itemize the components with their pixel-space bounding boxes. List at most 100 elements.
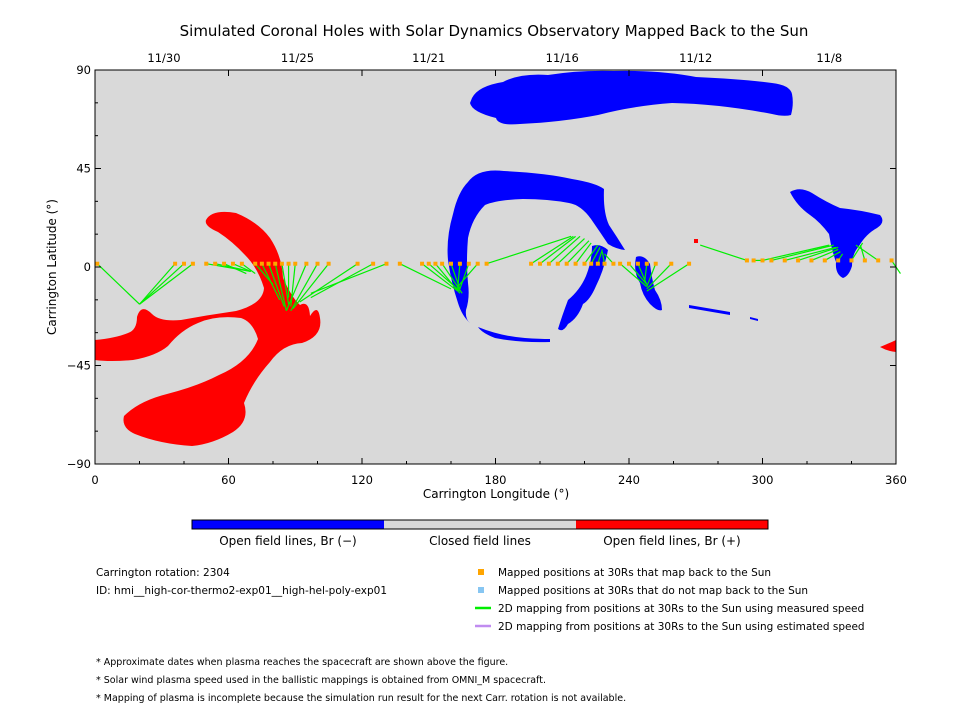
- colorbar-negative: [192, 520, 384, 529]
- legend-mapped-text: Mapped positions at 30Rs that map back t…: [498, 567, 771, 579]
- colorbar: Open field lines, Br (−) Closed field li…: [191, 519, 769, 548]
- mapping-line: [575, 242, 592, 265]
- mapped-position-point: [849, 258, 854, 263]
- x-tick-label: 0: [91, 473, 98, 487]
- mapping-line: [646, 263, 672, 290]
- mapping-line: [399, 263, 452, 290]
- mapped-position-point: [440, 261, 445, 266]
- top-date-label: 11/8: [816, 51, 842, 65]
- mapped-position-point: [687, 261, 692, 266]
- positive-coronal-hole-main: [95, 211, 321, 446]
- mapped-position-point: [769, 258, 774, 263]
- note-dates: * Approximate dates when plasma reaches …: [96, 657, 508, 668]
- mapping-line: [421, 263, 459, 292]
- mapped-position-point: [862, 258, 867, 263]
- mapping-line: [619, 263, 648, 288]
- mapping-line: [530, 235, 574, 265]
- mapped-position-point: [809, 258, 814, 263]
- mapped-position-point: [182, 261, 186, 266]
- mapped-position-point: [751, 258, 756, 263]
- measured-speed-mapping-lines: [96, 235, 901, 312]
- mapped-position-point: [273, 261, 278, 266]
- mapping-line: [486, 235, 572, 265]
- mapped-position-point: [371, 261, 376, 266]
- mapping-line: [590, 247, 601, 265]
- legend-unmapped-text: Mapped positions at 30Rs that do not map…: [498, 585, 808, 597]
- mapped-position-point: [457, 261, 462, 266]
- legend-estimated-text: 2D mapping from positions at 30Rs to the…: [498, 621, 865, 633]
- note-speed: * Solar wind plasma speed used in the ba…: [96, 675, 546, 686]
- mapping-line: [139, 263, 176, 305]
- mapping-line: [139, 263, 185, 305]
- mapping-line: [539, 235, 576, 265]
- mapping-line: [261, 263, 281, 301]
- mapping-line: [223, 263, 247, 275]
- mapped-position-point: [449, 261, 453, 266]
- mapping-line: [299, 263, 358, 303]
- x-tick-label: 300: [752, 473, 774, 487]
- mapped-position-point: [259, 261, 264, 266]
- negative-open-field-regions: [447, 70, 883, 343]
- colorbar-closed: [384, 520, 576, 529]
- mapped-position-point: [744, 258, 749, 263]
- mapped-position-point: [595, 261, 600, 266]
- y-tick-label: 45: [76, 162, 91, 176]
- x-tick-label: 120: [351, 473, 373, 487]
- mapped-position-point: [546, 261, 551, 266]
- negative-speck-1: [478, 327, 550, 343]
- mapped-position-point: [876, 258, 881, 263]
- y-tick-label: −45: [67, 359, 91, 373]
- mapped-position-point: [213, 261, 218, 266]
- mapped-position-point: [304, 261, 309, 266]
- mapping-line: [457, 263, 479, 288]
- mapped-position-point: [326, 261, 331, 266]
- mapped-position-point: [889, 258, 894, 263]
- mapped-position-point: [484, 261, 489, 266]
- top-date-axis: 11/30 11/25 11/21 11/16 11/12 11/8: [147, 51, 842, 65]
- mapped-position-point: [230, 261, 235, 266]
- mapping-line: [139, 263, 194, 305]
- mapped-position-point: [582, 261, 587, 266]
- x-tick-label: 360: [885, 473, 907, 487]
- mapped-position-point: [573, 261, 578, 266]
- y-axis-label: Carrington Latitude (°): [45, 199, 59, 335]
- mapped-position-point: [315, 261, 320, 266]
- mapped-position-point: [555, 261, 560, 266]
- mapped-position-point: [433, 261, 438, 266]
- mapped-position-point: [564, 261, 569, 266]
- colorbar-label-closed: Closed field lines: [429, 534, 531, 548]
- legend-measured-text: 2D mapping from positions at 30Rs to the…: [498, 603, 864, 615]
- mapped-position-point: [355, 261, 360, 266]
- negative-coronal-hole-east: [790, 189, 883, 278]
- mapping-line: [597, 249, 603, 264]
- colorbar-label-positive: Open field lines, Br (+): [603, 534, 741, 548]
- y-tick-label: −90: [67, 457, 91, 471]
- mapping-line: [646, 263, 690, 292]
- positive-coronal-hole-edge: [880, 340, 896, 352]
- mapped-position-point: [426, 261, 431, 266]
- colorbar-frame: [191, 519, 769, 530]
- mapped-position-point: [782, 258, 787, 263]
- mapping-line: [292, 263, 330, 309]
- mapping-line: [434, 263, 461, 294]
- mapped-position-point: [836, 258, 841, 263]
- mapping-line: [584, 244, 599, 265]
- mapped-position-point: [286, 261, 291, 266]
- top-date-label: 11/16: [546, 51, 579, 65]
- mapping-line: [700, 244, 748, 262]
- mapped-position-point: [627, 261, 631, 266]
- mapping-line: [824, 251, 841, 261]
- mapped-position-point: [204, 261, 209, 266]
- mapped-position-point: [589, 261, 594, 266]
- positive-open-field-regions: [95, 211, 896, 446]
- mapped-position-point: [669, 261, 674, 266]
- mapped-position-point: [239, 261, 244, 266]
- mapped-position-point: [253, 261, 258, 266]
- note-incomplete: * Mapping of plasma is incomplete becaus…: [96, 693, 626, 704]
- colorbar-label-negative: Open field lines, Br (−): [219, 534, 357, 548]
- mapping-line: [285, 263, 307, 312]
- mapped-position-point: [822, 258, 827, 263]
- mapping-line: [274, 263, 287, 311]
- mapping-line: [281, 263, 290, 305]
- mapping-line: [566, 240, 590, 265]
